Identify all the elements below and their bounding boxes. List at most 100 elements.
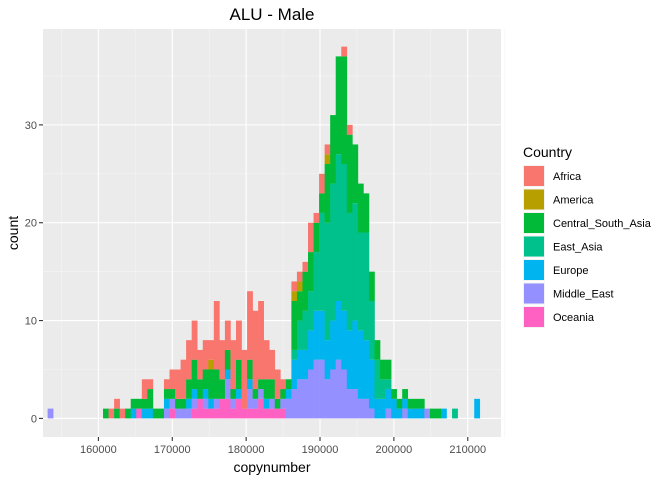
bar-america [324,154,331,165]
bar-africa [202,340,209,370]
bar-europe [418,408,425,419]
bar-europe [385,389,392,409]
bar-europe [202,389,209,399]
bar-east-asia [330,183,337,321]
legend-items: Africa America Central_South_Asia East_Asia… [523,165,652,328]
bar-central-south-asia [291,301,298,350]
bar-central-south-asia [186,379,192,399]
bar-oceania [263,408,270,419]
x-tick-label: 160000 [80,444,117,456]
bar-europe [186,398,192,409]
bar-oceania [230,408,237,419]
bar-europe [368,359,375,409]
bar-central-south-asia [302,271,309,311]
bar-central-south-asia [274,398,281,409]
bar-america [291,291,298,301]
bar-africa [119,408,126,419]
legend-key-east-asia [524,236,544,257]
bar-europe [313,310,320,360]
legend-key-central-south-asia [524,213,544,233]
x-tick-label: 200000 [376,444,413,456]
bar-europe [141,408,148,419]
bar-east-asia [380,379,386,399]
bar-europe [402,398,409,409]
legend-label: Africa [553,171,582,183]
bar-africa [175,369,181,399]
bar-africa [230,340,237,390]
bar-oceania [136,408,143,419]
bar-africa [274,369,281,399]
x-tick-label: 180000 [228,444,265,456]
bar-east-asia [357,232,364,331]
bar-east-asia [352,203,359,321]
bar-europe [191,389,198,399]
bar-middle-east [424,408,431,419]
bar-middle-east [269,398,276,409]
bar-europe [357,330,364,399]
bar-africa [319,173,325,194]
legend-key-africa [524,166,544,186]
bar-europe [296,349,303,380]
bar-middle-east [247,389,253,409]
bar-central-south-asia [413,398,420,409]
bar-east-asia [374,359,381,399]
bar-middle-east [308,369,314,419]
legend-key-europe [524,260,544,280]
legend-label: Europe [553,265,588,277]
bar-africa [258,301,264,380]
legend-label: Central_South_Asia [553,218,652,230]
bar-europe [330,320,337,370]
bar-central-south-asia [125,408,132,419]
bar-central-south-asia [280,389,287,399]
bar-europe [352,320,359,390]
bar-middle-east [368,408,375,419]
bar-africa [269,349,276,380]
bar-europe [474,398,481,419]
bar-central-south-asia [235,359,242,390]
y-tick-label: 10 [25,316,37,328]
bar-central-south-asia [224,349,231,370]
legend-label: Oceania [553,312,595,324]
bar-oceania [269,408,276,419]
bar-africa [313,212,320,223]
bar-central-south-asia [341,56,348,165]
x-tick-label: 170000 [154,444,191,456]
y-tick-label: 30 [25,120,37,132]
bar-europe [163,398,170,409]
bar-oceania [274,408,281,419]
bar-central-south-asia [247,359,253,380]
bar-central-south-asia [380,359,386,380]
bar-oceania [208,408,215,419]
bar-europe [263,398,270,409]
bar-africa [235,320,242,360]
bar-central-south-asia [169,389,176,399]
bar-middle-east [291,389,298,419]
bar-central-south-asia [258,379,264,390]
bar-middle-east [186,408,192,419]
bar-america [208,359,215,370]
bar-europe [319,310,325,360]
bar-east-asia [452,408,458,419]
bar-oceania [258,398,264,419]
bar-central-south-asia [208,369,215,399]
bar-central-south-asia [407,398,414,409]
bar-central-south-asia [391,389,397,399]
bar-oceania [224,398,231,419]
bar-africa [147,379,154,390]
y-tick-label: 0 [31,413,37,425]
bar-oceania [235,398,242,419]
bar-europe [374,398,381,419]
bar-europe [440,408,447,419]
bar-africa [186,340,192,380]
bar-middle-east [163,408,170,419]
bar-central-south-asia [136,398,143,409]
bar-east-asia [335,154,342,301]
bar-africa [180,359,187,399]
legend-label: East_Asia [553,242,603,254]
bar-central-south-asia [435,408,442,419]
bar-oceania [202,408,209,419]
bar-middle-east [285,398,292,419]
bar-oceania [213,408,220,419]
bar-east-asia [341,164,348,311]
x-axis-title: copynumber [233,459,310,475]
